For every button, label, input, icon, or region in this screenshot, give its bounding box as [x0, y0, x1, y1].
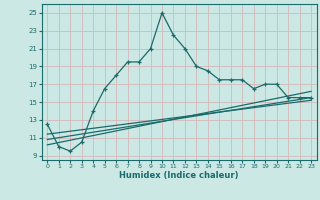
- X-axis label: Humidex (Indice chaleur): Humidex (Indice chaleur): [119, 171, 239, 180]
